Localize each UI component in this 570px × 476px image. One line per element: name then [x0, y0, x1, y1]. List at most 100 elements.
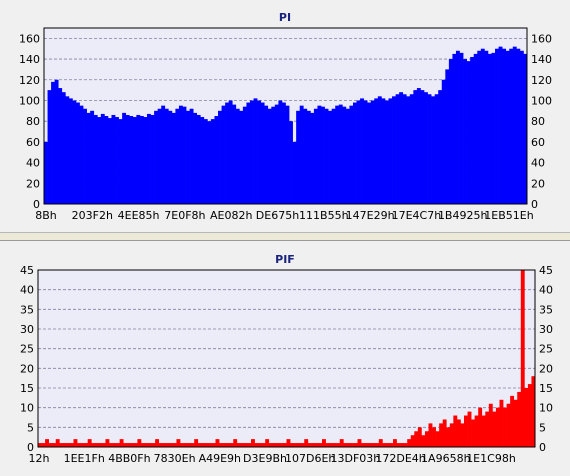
pi-y-tick-label-right: 20 [531, 177, 545, 190]
pif-bar [215, 439, 220, 447]
pif-bar [410, 435, 415, 447]
pif-bar [84, 443, 89, 447]
pi-bar [47, 90, 52, 204]
pi-bar [384, 100, 389, 204]
pi-bar [264, 105, 269, 204]
pif-bar [297, 443, 302, 447]
pif-bar [41, 443, 46, 447]
pi-bar [175, 108, 180, 204]
pi-bar [331, 108, 336, 204]
pif-bar [353, 443, 358, 447]
pif-bar [368, 443, 373, 447]
pi-x-tick-label: 4EE85h [118, 209, 160, 222]
pif-bar [148, 443, 152, 447]
pi-bar [321, 106, 325, 204]
pif-bar [133, 443, 138, 447]
pi-bar [271, 106, 276, 204]
pif-y-tick-label-left: 20 [20, 362, 34, 375]
pi-bar [491, 52, 496, 204]
pif-bar [364, 443, 369, 447]
pif-bar [517, 391, 522, 447]
pi-bar [299, 105, 304, 204]
pif-bar [442, 419, 447, 447]
pi-bar [502, 48, 507, 205]
pi-bar [83, 108, 87, 204]
pif-y-tick-label-right: 40 [539, 284, 553, 297]
pif-bar [211, 443, 216, 447]
pi-bar [452, 53, 457, 204]
pi-bar [189, 108, 194, 204]
pif-bar [222, 443, 227, 447]
pif-bar [243, 443, 248, 447]
pi-bar [200, 117, 205, 204]
pi-bar [281, 102, 286, 204]
pif-bar [219, 443, 223, 447]
pi-chart: PI 0 0 20 20 40 40 60 60 80 80 100 100 120 120 140 140 1… [19, 11, 552, 222]
pi-bar [509, 48, 514, 205]
pi-bar [335, 105, 340, 204]
pi-bar [409, 94, 414, 204]
pif-bar [414, 431, 419, 447]
pif-bar [346, 443, 351, 447]
pif-bar [520, 270, 525, 447]
pif-bar [467, 411, 472, 447]
pif-bar [94, 443, 99, 447]
pif-bar [226, 443, 231, 447]
pi-bar [445, 69, 450, 204]
pif-bar [233, 439, 238, 447]
pif-bar [290, 443, 294, 447]
pif-x-tick-label: 1E1C98h [466, 452, 516, 465]
pif-bar [488, 403, 493, 447]
pif-bar [229, 443, 234, 447]
pif-bar [247, 443, 252, 447]
pi-bar [374, 98, 379, 204]
pi-bar [210, 119, 215, 204]
pif-bar [261, 443, 266, 447]
pif-bar [38, 443, 42, 447]
pi-bar [278, 100, 283, 204]
pi-bar [168, 110, 173, 204]
pif-bar [513, 399, 518, 447]
pi-bar [438, 90, 443, 204]
pi-bar [274, 104, 279, 204]
pif-bar [329, 443, 333, 447]
pi-y-tick-label-left: 60 [26, 136, 40, 149]
pif-y-tick-label-right: 30 [539, 323, 553, 336]
pif-chart-panel: PIF 0 0 5 5 10 10 15 15 20 20 25 25 30 30 35 35 40 40 45 45… [0, 240, 570, 476]
pi-bar [125, 114, 130, 204]
pif-bar [183, 443, 188, 447]
pif-bar [275, 443, 280, 447]
pif-bar [417, 427, 422, 447]
pi-y-tick-label-right: 40 [531, 157, 545, 170]
pif-bar [314, 443, 319, 447]
pif-bar [119, 439, 124, 447]
pif-x-tick-label: 12h [29, 452, 50, 465]
pi-bar [221, 105, 226, 204]
pif-y-tick-label-right: 35 [539, 303, 553, 316]
pi-bar [455, 50, 460, 204]
pi-x-tick-label: 7E0F8h [164, 209, 205, 222]
pif-bar [524, 388, 529, 447]
pi-bar [480, 48, 485, 205]
pi-bar [470, 56, 475, 204]
pi-bar [104, 116, 109, 204]
pi-bar [193, 112, 198, 204]
pi-x-tick-label: AE082h [210, 209, 252, 222]
pif-bar [396, 443, 401, 447]
pif-bar [268, 443, 273, 447]
pif-y-tick-label-left: 40 [20, 284, 34, 297]
pi-bar [523, 53, 528, 204]
pi-bar [122, 112, 127, 204]
pif-bar [293, 443, 298, 447]
pif-bar [80, 443, 85, 447]
pi-bar [342, 106, 347, 204]
pif-bar [59, 443, 64, 447]
pi-bar [249, 100, 254, 204]
pi-bar [68, 98, 73, 204]
pi-bar [58, 88, 63, 204]
pi-bar [441, 79, 446, 204]
pi-y-tick-label-left: 20 [26, 177, 40, 190]
pif-x-tick-label: 107D6Eh [285, 452, 335, 465]
pi-bar [178, 105, 183, 204]
pif-bar [265, 439, 270, 447]
